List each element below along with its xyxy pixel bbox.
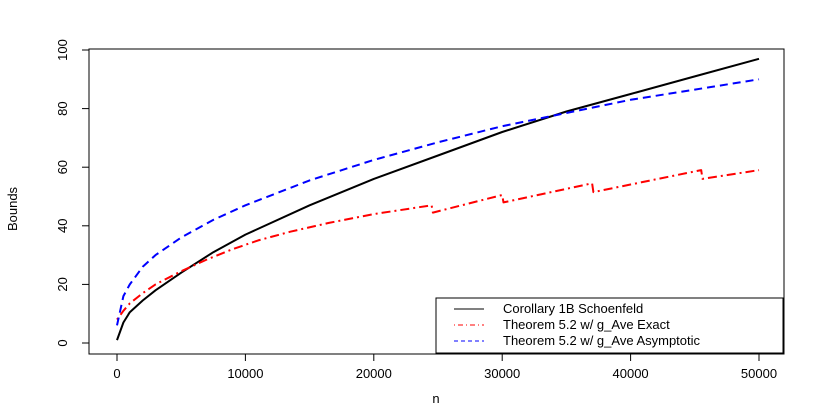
legend-box: [435, 297, 784, 354]
legend-label-2: Theorem 5.2 w/ g_Ave Asymptotic: [503, 333, 701, 348]
x-tick-label: 40000: [613, 366, 649, 381]
y-axis-title: Bounds: [5, 186, 20, 231]
x-tick-label: 30000: [484, 366, 520, 381]
legend-label-0: Corollary 1B Schoenfeld: [503, 301, 643, 316]
x-tick-label: 10000: [227, 366, 263, 381]
x-tick-label: 50000: [741, 366, 777, 381]
series-line-0: [116, 57, 760, 341]
y-tick-label: 40: [55, 219, 70, 233]
y-tick-label: 60: [55, 160, 70, 174]
x-tick-label: 0: [113, 366, 120, 381]
series-layer: [116, 57, 760, 341]
y-tick-label: 80: [55, 101, 70, 115]
y-tick-label: 0: [55, 339, 70, 346]
y-tick-label: 100: [55, 39, 70, 61]
x-tick-label: 20000: [356, 366, 392, 381]
legend-label-1: Theorem 5.2 w/ g_Ave Exact: [503, 317, 670, 332]
x-axis-title: n: [432, 391, 439, 406]
x-axis: 0 10000 20000 30000 40000 50000: [113, 353, 777, 381]
y-axis: 0 20 40 60 80 100: [55, 39, 90, 347]
series-line-1: [116, 169, 760, 321]
y-tick-label: 20: [55, 277, 70, 291]
series-line-2: [116, 78, 760, 326]
